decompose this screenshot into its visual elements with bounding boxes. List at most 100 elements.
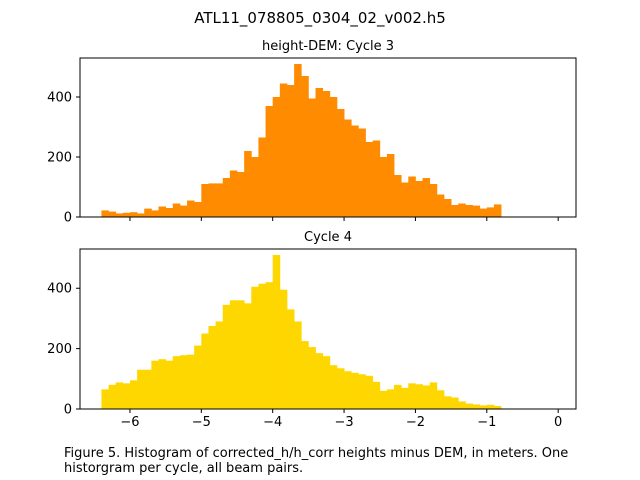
histogram-bar (436, 390, 445, 409)
histogram-bar (208, 183, 216, 217)
histogram-bar (237, 300, 245, 409)
histogram-bar (458, 401, 466, 409)
histogram-bar (165, 360, 174, 409)
histogram-bar (165, 208, 174, 217)
x-tick-label: −5 (192, 415, 211, 430)
histogram-bar (351, 125, 359, 217)
plot-frame (79, 57, 577, 218)
histogram-bar (322, 91, 331, 217)
histogram-bar (386, 154, 395, 217)
histogram-bar (129, 380, 138, 409)
y-tick-label: 200 (47, 151, 72, 166)
histogram-bar (415, 384, 423, 409)
histogram-bar (351, 372, 359, 409)
histogram-bar (422, 178, 431, 217)
histogram-bar (379, 157, 388, 217)
histogram-bar (215, 183, 224, 217)
histogram-bar (179, 355, 188, 409)
histogram-bar (408, 383, 416, 409)
histogram-bar (472, 404, 481, 409)
histogram-bar (215, 321, 224, 409)
y-tick-label: 400 (47, 91, 72, 106)
histogram-bar (436, 194, 445, 217)
histogram-bar (315, 88, 324, 217)
histogram-bar (108, 384, 117, 409)
histogram-bar (286, 309, 295, 409)
histogram-bar (244, 151, 252, 217)
histogram-bar (222, 304, 231, 409)
y-tick-label: 400 (47, 282, 72, 297)
histogram-bar (122, 383, 131, 409)
x-tick-label: 0 (554, 415, 562, 430)
panel-title: height-DEM: Cycle 3 (262, 39, 394, 54)
histogram-bar (258, 283, 266, 409)
histogram-cycle-3: height-DEM: Cycle 3 0 200 400 (47, 39, 577, 226)
y-tick-label: 200 (47, 342, 72, 357)
histogram-bar (286, 85, 295, 217)
histogram-bar (451, 397, 459, 409)
x-tick-label: −1 (477, 415, 496, 430)
histogram-bar (294, 321, 302, 409)
histogram-bar (465, 403, 473, 409)
y-tick-label: 0 (64, 211, 72, 226)
histogram-bar (129, 212, 138, 217)
histogram-bar (237, 172, 245, 217)
histogram-bar (115, 213, 124, 217)
histogram-bar (279, 83, 288, 217)
histogram-bar (208, 325, 216, 409)
histogram-bar (144, 208, 152, 217)
histogram-bar (101, 210, 109, 217)
histogram-bar (194, 202, 202, 217)
histogram-bar (144, 369, 152, 409)
histogram-bar (365, 375, 374, 409)
histogram-bar (108, 211, 117, 217)
histogram-bar (301, 341, 309, 409)
plot-frame (79, 248, 577, 410)
x-tick-label: −3 (334, 415, 353, 430)
histogram-bar (265, 282, 274, 409)
histogram-bar (194, 345, 202, 409)
histogram-bar (386, 389, 395, 409)
histogram-bar (258, 137, 266, 217)
histogram-bar (344, 371, 352, 409)
histogram-bar (201, 184, 209, 217)
histogram-bar (151, 360, 159, 409)
histogram-bar (451, 205, 459, 217)
histogram-bar (493, 405, 502, 409)
histogram-bar (429, 184, 438, 217)
histogram-bar (358, 374, 366, 409)
histogram-bar (158, 206, 167, 217)
histogram-bar (187, 354, 195, 409)
histogram-bar (479, 208, 488, 217)
histogram-bar (251, 286, 259, 409)
histogram-bar (344, 119, 352, 217)
histogram-cycle-4: Cycle 4 −6 −5 −4 −3 −2 −1 0 0 200 400 (47, 230, 577, 430)
histogram-bar (294, 64, 302, 217)
histogram-bar (229, 170, 238, 217)
histogram-bar (244, 303, 252, 409)
y-tick-label: 0 (64, 403, 72, 418)
x-tick-label: −6 (120, 415, 139, 430)
histogram-bar (222, 178, 231, 217)
histogram-bar (401, 182, 409, 217)
histogram-bar (493, 204, 502, 217)
histogram-bar (308, 347, 316, 409)
histogram-bar (279, 289, 288, 409)
histogram-bar (137, 369, 145, 409)
histogram-bar (151, 210, 159, 217)
x-tick-label: −2 (406, 415, 425, 430)
histogram-bar (486, 207, 495, 217)
histogram-bar (394, 384, 402, 409)
histogram-bar (137, 213, 145, 217)
histogram-bar (365, 142, 374, 217)
histogram-bar (172, 356, 181, 409)
histogram-bar (465, 205, 473, 217)
histogram-bar (101, 389, 109, 409)
histogram-bar (265, 106, 274, 217)
histogram-bar (272, 97, 281, 217)
histogram-bar (458, 203, 466, 217)
histogram-bar (379, 390, 388, 409)
histogram-bar (443, 199, 452, 217)
panel-title: Cycle 4 (304, 230, 352, 245)
